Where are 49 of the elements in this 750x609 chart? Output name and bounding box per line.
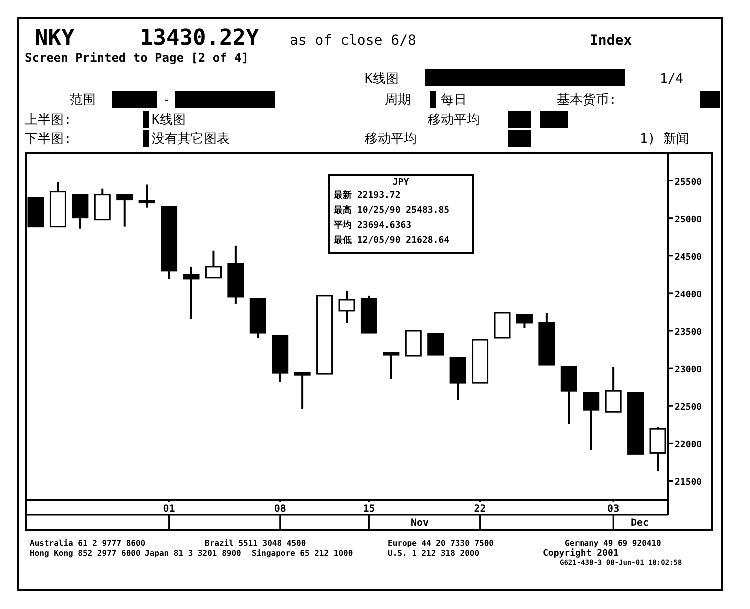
text: 周期 (385, 93, 411, 108)
text: 13430.22Y (140, 26, 260, 51)
y-tick-label: 23500 (675, 328, 702, 338)
text: Europe 44 20 7330 7500 (388, 539, 494, 548)
text: 下半图: (25, 132, 72, 147)
text: Singapore 65 212 1000 (252, 549, 354, 558)
y-tick-label: 25000 (675, 215, 702, 226)
text: U.S. 1 212 318 2000 (388, 549, 480, 558)
text: Index (590, 33, 633, 49)
text: 没有其它图表 (152, 131, 230, 147)
text: Australia 61 2 9777 8600 (30, 539, 146, 548)
chart-title: NKY (35, 26, 76, 51)
annotation: 最高 10/25/90 25483.85 (333, 205, 450, 216)
text: 基本货币: (557, 93, 617, 108)
x-tick-label: 01 (163, 504, 176, 515)
text: Hong Kong 852 2977 6000 (30, 549, 141, 558)
y-tick-label: 23000 (675, 366, 702, 376)
text: 每日 (441, 93, 467, 108)
text: Copyright 2001 (543, 548, 619, 559)
x-tick-label: 15 (363, 504, 376, 515)
text: Brazil 5511 3048 4500 (205, 539, 306, 548)
text: Germany 49 69 920410 (565, 539, 662, 548)
text: - (163, 93, 171, 108)
y-tick-label: 21500 (675, 478, 702, 488)
y-tick-label: 24000 (675, 290, 702, 300)
annotation: 最新 22193.72 (333, 190, 401, 201)
y-tick-label: 22500 (675, 403, 702, 414)
text: Dec (630, 518, 650, 529)
text: as of close 6/8 (290, 33, 416, 49)
text: 1/4 (660, 72, 684, 87)
y-tick-label: 25500 (675, 178, 702, 188)
annotation: 最低 12/05/90 21628.64 (333, 235, 450, 246)
text: Japan 81 3 3201 8900 (145, 549, 242, 558)
y-tick-label: 24500 (675, 252, 702, 263)
text: Nov (410, 518, 430, 529)
y-tick-label: 22000 (675, 440, 702, 451)
text: 范围 (70, 93, 96, 108)
text: K线图 (365, 72, 399, 87)
x-tick-label: 08 (274, 504, 286, 515)
text: 移动平均 (365, 132, 417, 147)
x-tick-label: 03 (608, 504, 620, 515)
text: 移动平均 (428, 113, 480, 128)
annotation: JPY (392, 178, 410, 188)
chart-subtitle: Screen Printed to Page [2 of 4] (25, 51, 249, 65)
text: 1) 新闻 (640, 132, 690, 147)
annotation: 平均 23694.6363 (333, 220, 412, 231)
x-tick-label: 22 (474, 504, 486, 515)
text: 上半图: (25, 113, 72, 128)
text: K线图 (152, 113, 186, 128)
